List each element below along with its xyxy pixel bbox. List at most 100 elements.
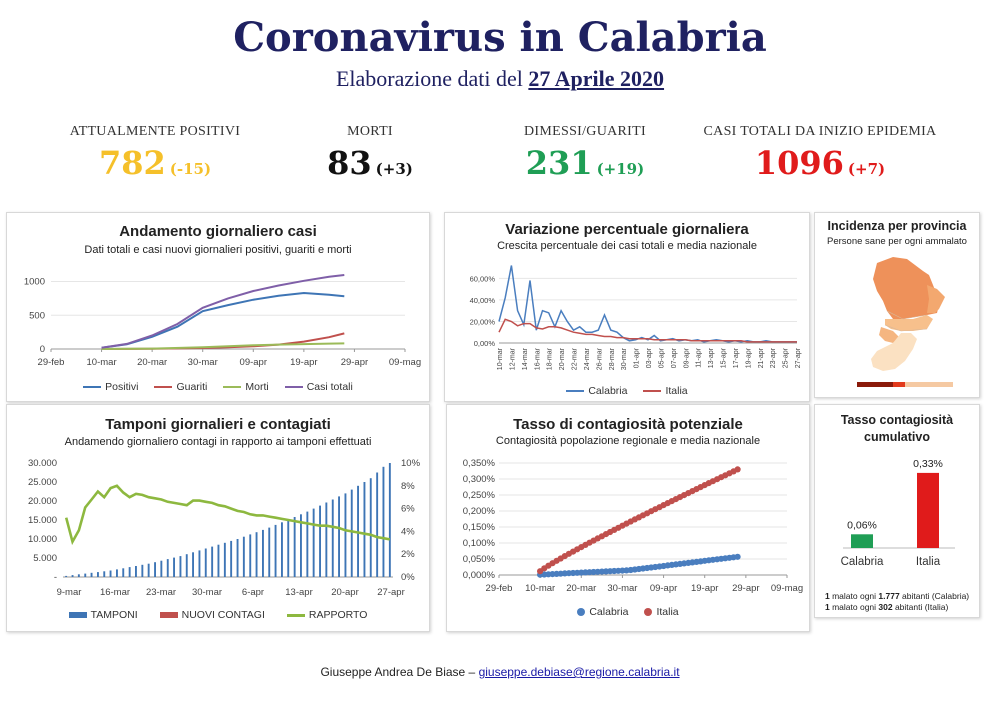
panel-title-line2: cumulativo bbox=[864, 430, 930, 444]
tick-label: 10-mar bbox=[497, 347, 504, 370]
legend-label: TAMPONI bbox=[90, 609, 138, 621]
bar-tamponi bbox=[363, 482, 366, 577]
legend-item: Italia bbox=[644, 606, 679, 618]
bar-tamponi bbox=[141, 564, 144, 577]
bar-calabria bbox=[851, 534, 873, 548]
subtitle-date: 27 Aprile 2020 bbox=[528, 66, 665, 91]
bar-tamponi bbox=[128, 567, 131, 577]
bar-tamponi bbox=[255, 532, 258, 577]
footer-email-link[interactable]: giuseppe.debiase@regione.calabria.it bbox=[478, 665, 680, 679]
tick-label: 23-apr bbox=[770, 347, 777, 368]
legend-label: Positivi bbox=[105, 381, 139, 393]
province-catanzaro bbox=[885, 315, 933, 331]
tick-label: 0,100% bbox=[463, 538, 496, 549]
tick-label: 0,200% bbox=[463, 506, 496, 517]
tick-label: 19-apr bbox=[290, 357, 317, 368]
panel-subtitle: Andamendo giornaliero contagi in rapport… bbox=[64, 436, 372, 448]
legend-label: Casi totali bbox=[306, 381, 353, 393]
tick-label: 05-apr bbox=[658, 347, 665, 368]
legend-swatch bbox=[566, 390, 585, 392]
legend-swatch bbox=[159, 612, 178, 618]
tick-label: 16-mar bbox=[100, 587, 130, 598]
legend-swatch bbox=[577, 608, 586, 616]
kpi-number: 83 bbox=[327, 144, 372, 182]
panel-incidenza: Incidenza per provincia Persone sane per… bbox=[814, 212, 980, 398]
bar-tamponi bbox=[185, 554, 188, 577]
tick-label: 09-apr bbox=[650, 583, 677, 594]
tick-label: 2% bbox=[401, 549, 415, 560]
calabria-map bbox=[857, 257, 953, 387]
tick-label: 0,300% bbox=[463, 474, 496, 485]
panel-subtitle: Crescita percentuale dei casi totali e m… bbox=[497, 240, 757, 252]
tick-label: 28-mar bbox=[609, 347, 616, 370]
tick-label: 29-apr bbox=[732, 583, 759, 594]
panel-title: Variazione percentuale giornaliera bbox=[505, 221, 749, 238]
tick-label: 27-apr bbox=[795, 347, 802, 368]
panel-title: Tasso di contagiosità potenziale bbox=[513, 416, 743, 433]
tick-label: 01-apr bbox=[634, 347, 641, 368]
bar-tamponi bbox=[90, 572, 93, 577]
legend-item: NUOVI CONTAGI bbox=[159, 609, 265, 621]
legend-label: Morti bbox=[245, 381, 269, 393]
tick-label: 0,000% bbox=[463, 570, 496, 581]
legend-item: TAMPONI bbox=[68, 609, 138, 621]
panel-tamponi: Tamponi giornalieri e contagiati Andamen… bbox=[6, 404, 430, 632]
series-morti bbox=[101, 342, 345, 350]
bar-tamponi bbox=[369, 478, 372, 577]
data-label: 0,33% bbox=[913, 458, 943, 470]
bar-tamponi bbox=[204, 548, 207, 577]
tick-label: 25.000 bbox=[28, 477, 57, 488]
tick-label: 18-mar bbox=[547, 347, 554, 370]
tick-label: 15-apr bbox=[721, 347, 728, 368]
bar-tamponi bbox=[306, 511, 309, 577]
province-reggio-calabria bbox=[871, 333, 917, 371]
tick-label: 12-mar bbox=[509, 347, 516, 370]
bar-tamponi bbox=[166, 559, 169, 577]
legend-swatch bbox=[644, 608, 653, 616]
note-calabria: 1 malato ogni 1.777 abitanti (Calabria) bbox=[825, 591, 970, 601]
bar-tamponi bbox=[242, 536, 245, 577]
bar-tamponi bbox=[236, 539, 239, 577]
page-subtitle: Elaborazione dati del 27 Aprile 2020 bbox=[0, 66, 1000, 92]
tick-label: 40,00% bbox=[470, 296, 496, 305]
series-rapporto bbox=[64, 484, 391, 546]
kpi-delta: (+19) bbox=[596, 160, 645, 178]
point-calabria bbox=[734, 553, 741, 560]
legend-label: Guariti bbox=[176, 381, 208, 393]
tick-label: - bbox=[54, 572, 57, 583]
tick-label: 07-apr bbox=[671, 347, 678, 368]
bar-tamponi bbox=[217, 544, 220, 577]
bar-tamponi bbox=[65, 575, 68, 577]
panel-variazione: Variazione percentuale giornaliera Cresc… bbox=[444, 212, 810, 402]
bar-tamponi bbox=[97, 572, 99, 577]
kpi-label: ATTUALMENTE POSITIVI bbox=[69, 124, 241, 139]
tick-label: 5.000 bbox=[33, 553, 57, 564]
chart-legend: Calabria Italia bbox=[447, 606, 809, 618]
tick-label: 8% bbox=[401, 481, 415, 492]
province-crotone bbox=[927, 285, 945, 313]
kpi-value: 231 (+19) bbox=[505, 144, 665, 182]
bar-tamponi bbox=[223, 542, 226, 577]
bar-tamponi bbox=[135, 566, 137, 577]
tick-label: 4% bbox=[401, 526, 415, 537]
tick-label: 27-apr bbox=[377, 587, 404, 598]
bar-tamponi bbox=[198, 550, 201, 577]
bar-tamponi bbox=[230, 540, 233, 577]
tick-label: 23-mar bbox=[146, 587, 176, 598]
footer-author: Giuseppe Andrea De Biase – bbox=[320, 665, 479, 679]
tick-label: 15.000 bbox=[28, 515, 57, 526]
legend-item: Italia bbox=[643, 385, 688, 397]
tick-label: 30-mar bbox=[621, 347, 628, 370]
chart-legend: Positivi Guariti Morti Casi totali bbox=[7, 381, 429, 393]
bar-tamponi bbox=[109, 570, 112, 577]
tasso-chart: 0,000% 0,050% 0,100% 0,150% 0,200% 0,250% 0,30… bbox=[463, 458, 803, 594]
panel-subtitle: Contagiosità popolazione regionale e med… bbox=[495, 435, 761, 447]
bar-tamponi bbox=[192, 552, 194, 577]
tick-label: 09-mag bbox=[389, 357, 421, 368]
tick-label: 0,350% bbox=[463, 458, 496, 469]
tick-label: 6% bbox=[401, 504, 415, 515]
bar-tamponi bbox=[249, 534, 252, 577]
cumulativo-chart: 0,06% Calabria 0,33% Italia bbox=[841, 458, 955, 568]
tick-label: 10-mar bbox=[87, 357, 117, 368]
kpi-delta: (+7) bbox=[847, 160, 886, 178]
